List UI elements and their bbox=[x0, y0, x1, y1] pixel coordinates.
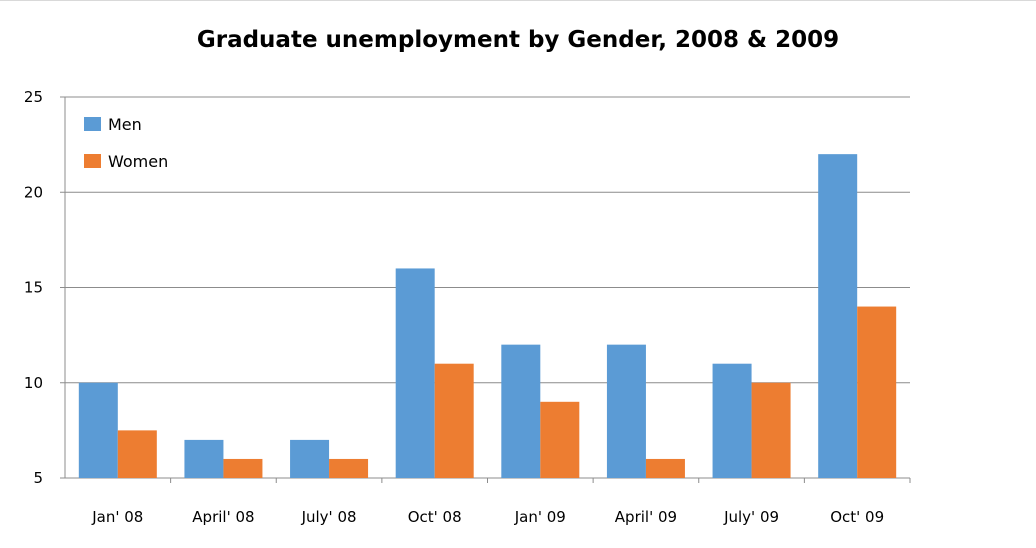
y-tick-label: 15 bbox=[24, 279, 43, 297]
bar-women bbox=[329, 458, 369, 478]
bar-men bbox=[501, 344, 541, 478]
y-tick-label: 20 bbox=[24, 183, 43, 201]
bar-men bbox=[290, 439, 330, 478]
legend-label-men: Men bbox=[108, 115, 142, 134]
bar-men bbox=[818, 154, 858, 478]
y-tick-label: 25 bbox=[24, 88, 43, 106]
bar-men bbox=[395, 268, 435, 478]
chart-title: Graduate unemployment by Gender, 2008 & … bbox=[196, 27, 840, 53]
x-tick-label: Oct' 08 bbox=[408, 508, 462, 526]
bar-women bbox=[645, 458, 685, 478]
legend-swatch-women bbox=[84, 154, 101, 168]
legend-swatch-men bbox=[84, 117, 101, 131]
bar-women bbox=[434, 363, 474, 478]
x-tick-label: Jan' 08 bbox=[91, 508, 143, 526]
bar-men bbox=[78, 382, 118, 478]
x-tick-label: April' 08 bbox=[192, 508, 254, 526]
y-tick-label: 5 bbox=[33, 469, 43, 487]
bar-women bbox=[223, 458, 263, 478]
bar-men bbox=[606, 344, 646, 478]
bar-women bbox=[857, 306, 897, 478]
y-tick-label: 10 bbox=[24, 374, 43, 392]
bar-men bbox=[712, 363, 752, 478]
bar-women bbox=[117, 430, 157, 478]
bar-women bbox=[540, 401, 580, 478]
x-tick-label: April' 09 bbox=[615, 508, 677, 526]
bar-women bbox=[751, 382, 791, 478]
x-tick-label: Jan' 09 bbox=[514, 508, 566, 526]
x-tick-label: July' 08 bbox=[301, 508, 357, 526]
x-tick-label: July' 09 bbox=[723, 508, 779, 526]
bar-men bbox=[184, 439, 224, 478]
x-tick-label: Oct' 09 bbox=[830, 508, 884, 526]
legend-label-women: Women bbox=[108, 152, 168, 171]
